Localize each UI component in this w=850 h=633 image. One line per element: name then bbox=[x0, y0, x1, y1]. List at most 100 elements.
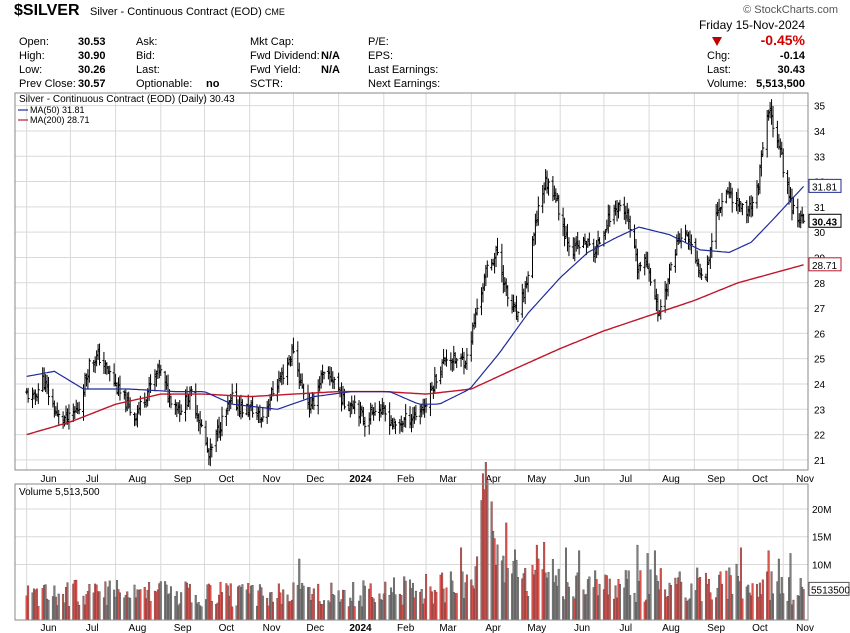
legend-volume: Volume 5,513,500 bbox=[19, 487, 100, 498]
price-y-tick-label: 30 bbox=[814, 228, 826, 239]
price-x-axis: Jun Jul Aug Sep Oct Nov Dec 2024 Feb Mar Apr May Jun… bbox=[40, 474, 814, 485]
volume-bar bbox=[118, 592, 121, 621]
last-price-value: 30.43 bbox=[777, 64, 805, 76]
volume-bar bbox=[721, 583, 723, 621]
volume-bar bbox=[557, 568, 560, 621]
volume-x-tick-label: Jul bbox=[619, 623, 632, 633]
volume-y-tick-label: 20M bbox=[812, 505, 831, 516]
ask-label: Ask: bbox=[136, 36, 158, 48]
price-y-tick-label: 21 bbox=[814, 456, 826, 467]
price-x-tick-label: Apr bbox=[485, 474, 501, 485]
volume-bar bbox=[476, 556, 479, 621]
volume-x-tick-label: Jun bbox=[574, 623, 590, 633]
volume-bar bbox=[394, 594, 397, 621]
copyright: © StockCharts.com bbox=[743, 4, 838, 16]
volume-bar bbox=[802, 589, 805, 621]
price-x-tick-label: May bbox=[527, 474, 546, 485]
fwd-yield-value: N/A bbox=[321, 64, 340, 76]
quote-date: Friday 15-Nov-2024 bbox=[698, 18, 805, 32]
volume-bar bbox=[108, 580, 111, 621]
price-ohlc-bars bbox=[25, 99, 806, 467]
volume-bar bbox=[139, 589, 142, 621]
volume-bar bbox=[598, 583, 601, 621]
value-label-text: 31.81 bbox=[812, 182, 837, 193]
prev-close-label: Prev Close: bbox=[19, 78, 76, 90]
price-x-tick-label: Nov bbox=[263, 474, 281, 485]
volume-value-box bbox=[808, 581, 850, 596]
volume-bar bbox=[149, 601, 152, 621]
price-x-tick-label: Jul bbox=[86, 474, 99, 485]
volume-bar bbox=[78, 604, 81, 621]
price-gridlines bbox=[15, 93, 808, 470]
prev-close-value: 30.57 bbox=[78, 78, 106, 90]
price-y-tick-label: 34 bbox=[814, 127, 826, 138]
volume-bar bbox=[690, 583, 693, 621]
volume-bar bbox=[700, 601, 703, 621]
volume-bar bbox=[47, 599, 50, 621]
price-y-axis: 212223242526272829303132333435 bbox=[814, 102, 826, 467]
bid-label: Bid: bbox=[136, 50, 155, 62]
chg-label: Chg: bbox=[707, 50, 731, 62]
volume-x-tick-label: Nov bbox=[263, 623, 281, 633]
price-x-tick-label: Dec bbox=[306, 474, 324, 485]
price-x-tick-label: 2024 bbox=[349, 474, 372, 485]
price-y-tick-label: 24 bbox=[814, 380, 826, 391]
price-y-tick-label: 35 bbox=[814, 102, 826, 113]
volume-bar bbox=[465, 574, 468, 621]
volume-bar bbox=[333, 595, 336, 621]
volume-bar bbox=[343, 590, 346, 621]
volume-value-label: 5513500 bbox=[811, 585, 850, 596]
volume-bar bbox=[782, 593, 785, 621]
volume-panel-frame bbox=[14, 483, 809, 621]
legend-ma50: MA(50) 31.81 bbox=[30, 105, 85, 115]
volume-bar bbox=[323, 600, 326, 621]
legend-price: Silver - Continuous Contract (EOD) (Dail… bbox=[19, 94, 235, 105]
volume-bar bbox=[414, 590, 417, 621]
volume-bar bbox=[312, 588, 315, 621]
volume-x-tick-label: Aug bbox=[129, 623, 147, 633]
high-value: 30.90 bbox=[78, 50, 106, 62]
value-label-box bbox=[808, 213, 842, 228]
percent-change: -0.45% bbox=[760, 32, 805, 48]
volume-bar bbox=[537, 558, 540, 621]
fwd-dividend-label: Fwd Dividend: bbox=[250, 50, 320, 62]
volume-bar bbox=[710, 599, 713, 621]
volume-bar bbox=[353, 606, 356, 621]
volume-bar bbox=[425, 574, 428, 621]
pe-label: P/E: bbox=[368, 36, 389, 48]
ma50-line bbox=[26, 185, 805, 410]
price-y-tick-label: 33 bbox=[814, 152, 826, 163]
price-y-tick-label: 31 bbox=[814, 203, 826, 214]
legend-ma200: MA(200) 28.71 bbox=[30, 115, 90, 125]
volume-bar bbox=[251, 585, 254, 621]
volume-bar bbox=[547, 572, 550, 621]
volume-x-tick-label: Jul bbox=[86, 623, 99, 633]
price-x-tick-label: Sep bbox=[174, 474, 192, 485]
volume-bar bbox=[496, 544, 499, 621]
volume-bar bbox=[159, 581, 162, 621]
volume-bar bbox=[210, 601, 213, 621]
open-label: Open: bbox=[19, 36, 49, 48]
volume-bar bbox=[302, 585, 305, 621]
high-label: High: bbox=[19, 50, 45, 62]
volume-x-tick-label: Sep bbox=[174, 623, 192, 633]
volume-bar bbox=[792, 599, 795, 621]
price-y-tick-label: 23 bbox=[814, 405, 826, 416]
volume-bar bbox=[731, 594, 734, 621]
price-y-tick-label: 28 bbox=[814, 279, 826, 290]
price-panel-frame bbox=[14, 92, 809, 471]
volume-value: 5,513,500 bbox=[756, 78, 805, 90]
chg-value: -0.14 bbox=[779, 50, 805, 62]
eps-label: EPS: bbox=[368, 50, 394, 62]
volume-bar bbox=[751, 583, 754, 621]
volume-bar bbox=[261, 595, 264, 621]
optionable-label: Optionable: bbox=[136, 78, 193, 90]
volume-bar bbox=[455, 593, 458, 621]
volume-bar bbox=[659, 568, 662, 621]
price-x-tick-label: Jul bbox=[619, 474, 632, 485]
volume-x-tick-label: Aug bbox=[662, 623, 680, 633]
value-label-box bbox=[808, 257, 842, 272]
volume-bar bbox=[272, 601, 274, 621]
volume-bar bbox=[741, 598, 744, 621]
